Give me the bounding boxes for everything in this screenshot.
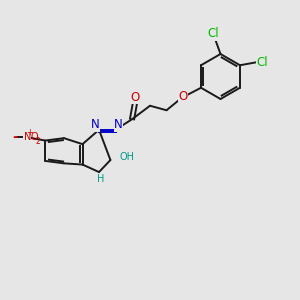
Text: N: N: [91, 118, 100, 131]
Text: N: N: [114, 118, 123, 131]
Text: N: N: [24, 132, 31, 142]
Text: Cl: Cl: [257, 56, 268, 69]
Text: OH: OH: [120, 152, 135, 162]
Text: +: +: [26, 128, 33, 137]
Text: 2: 2: [35, 137, 40, 146]
Text: H: H: [97, 174, 104, 184]
Text: -: -: [12, 130, 18, 144]
Text: O: O: [130, 91, 140, 104]
Text: O: O: [178, 90, 188, 103]
Text: Cl: Cl: [208, 27, 219, 40]
Text: O: O: [30, 132, 38, 142]
